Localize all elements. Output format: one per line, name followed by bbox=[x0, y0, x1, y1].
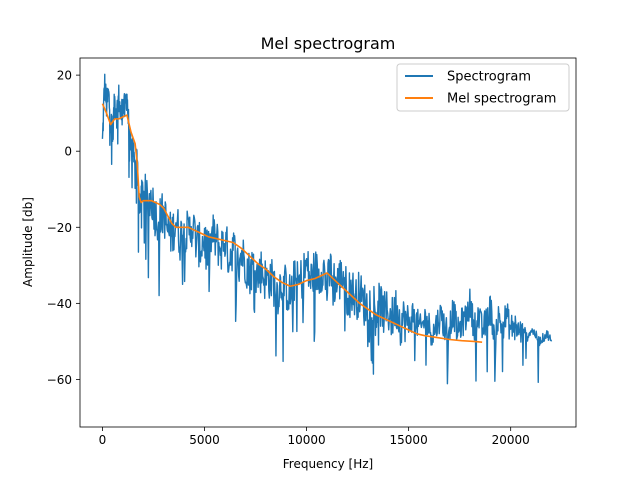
x-tick-label: 0 bbox=[99, 433, 107, 447]
y-tick-label: −20 bbox=[47, 221, 72, 235]
plot-frame bbox=[79, 57, 577, 428]
y-axis-label: Amplitude [db] bbox=[21, 197, 35, 287]
x-tick-label: 10000 bbox=[287, 433, 325, 447]
y-tick-label: 20 bbox=[57, 69, 72, 83]
x-tick-label: 15000 bbox=[390, 433, 428, 447]
legend: Spectrogram Mel spectrogram bbox=[396, 63, 570, 112]
series-layer bbox=[101, 73, 553, 385]
y-axis: 20 0 −20 −40 −60 bbox=[47, 69, 80, 387]
x-tick-label: 20000 bbox=[492, 433, 530, 447]
y-tick-label: −60 bbox=[47, 373, 72, 387]
x-axis-label: Frequency [Hz] bbox=[283, 457, 374, 471]
x-axis: 0 5000 10000 15000 20000 bbox=[99, 427, 530, 447]
legend-box bbox=[396, 63, 570, 112]
series-line-spectrogram bbox=[101, 73, 553, 385]
series-line-mel-spectrogram bbox=[101, 103, 483, 343]
y-tick-label: 0 bbox=[64, 145, 72, 159]
legend-label-mel-spectrogram: Mel spectrogram bbox=[447, 92, 556, 107]
plot-area bbox=[80, 58, 576, 427]
chart-title: Mel spectrogram bbox=[261, 34, 396, 53]
y-tick-label: −40 bbox=[47, 297, 72, 311]
legend-label-spectrogram: Spectrogram bbox=[447, 70, 531, 85]
x-tick-label: 5000 bbox=[189, 433, 220, 447]
